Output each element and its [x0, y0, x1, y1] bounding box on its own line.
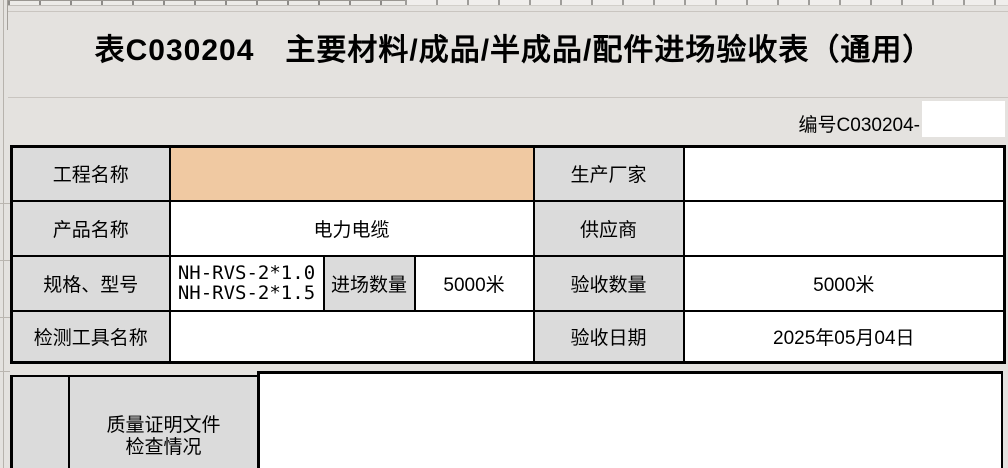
test-tool-label: 检测工具名称 — [10, 309, 171, 364]
quality-section-side-cell — [13, 377, 70, 468]
quality-doc-check-label-line2: 检查情况 — [125, 437, 202, 458]
supplier-input-cell[interactable] — [682, 199, 1006, 257]
cell-edge-stub — [7, 0, 8, 30]
accepted-quantity-value-cell[interactable]: 5000米 — [682, 254, 1006, 312]
product-name-value-cell[interactable]: 电力电缆 — [168, 199, 535, 257]
form-title: 表C030204 主要材料/成品/半成品/配件进场验收表（通用） — [94, 34, 934, 67]
entry-quantity-value-cell[interactable]: 5000米 — [413, 254, 535, 312]
row-gridline-stub — [0, 203, 10, 204]
quality-doc-check-input-area[interactable] — [257, 371, 1003, 468]
title-row-divider — [8, 97, 1008, 98]
table-row: 产品名称 电力电缆 供应商 — [10, 199, 1006, 257]
spec-line2: NH-RVS-2*1.5 — [177, 282, 316, 304]
project-name-input-cell[interactable] — [168, 145, 535, 202]
spec-model-value-cell[interactable]: NH-RVS-2*1.0 NH-RVS-2*1.5 — [168, 254, 325, 312]
spec-model-label: 规格、型号 — [10, 254, 171, 312]
manufacturer-label: 生产厂家 — [532, 145, 685, 202]
acceptance-date-label: 验收日期 — [532, 309, 685, 364]
doc-number-input-cell[interactable] — [922, 101, 1005, 137]
test-tool-input-cell[interactable] — [168, 309, 535, 364]
print-area-top-line — [8, 11, 1008, 12]
quality-doc-check-label-line1: 质量证明文件 — [106, 415, 221, 436]
acceptance-form-table: 工程名称 生产厂家 产品名称 电力电缆 供应商 规格、型号 NH-RVS-2*1… — [10, 145, 1007, 364]
table-row: 检测工具名称 验收日期 2025年05月04日 — [10, 309, 1006, 364]
table-row: 规格、型号 NH-RVS-2*1.0 NH-RVS-2*1.5 进场数量 500… — [10, 254, 1006, 312]
manufacturer-input-cell[interactable] — [682, 145, 1006, 202]
product-name-label: 产品名称 — [10, 199, 171, 257]
doc-number-label: 编号C030204- — [798, 115, 920, 136]
row-gridline-stub — [0, 260, 10, 261]
acceptance-date-value-cell[interactable]: 2025年05月04日 — [682, 309, 1006, 364]
table-row: 工程名称 生产厂家 — [10, 145, 1006, 202]
row-gridline-stub — [0, 317, 10, 318]
quality-section-header: 质量证明文件 检查情况 — [10, 375, 257, 468]
accepted-quantity-label: 验收数量 — [532, 254, 685, 312]
entry-quantity-label: 进场数量 — [322, 254, 416, 312]
row-gridline-stub — [0, 371, 10, 372]
project-name-label: 工程名称 — [10, 145, 171, 202]
supplier-label: 供应商 — [532, 199, 685, 257]
grid-ticks-right — [405, 0, 1008, 6]
quality-doc-check-label: 质量证明文件 检查情况 — [70, 377, 257, 468]
page-left-gridline — [3, 0, 4, 468]
grid-ticks-left — [8, 0, 405, 6]
spec-line1: NH-RVS-2*1.0 — [177, 262, 316, 284]
